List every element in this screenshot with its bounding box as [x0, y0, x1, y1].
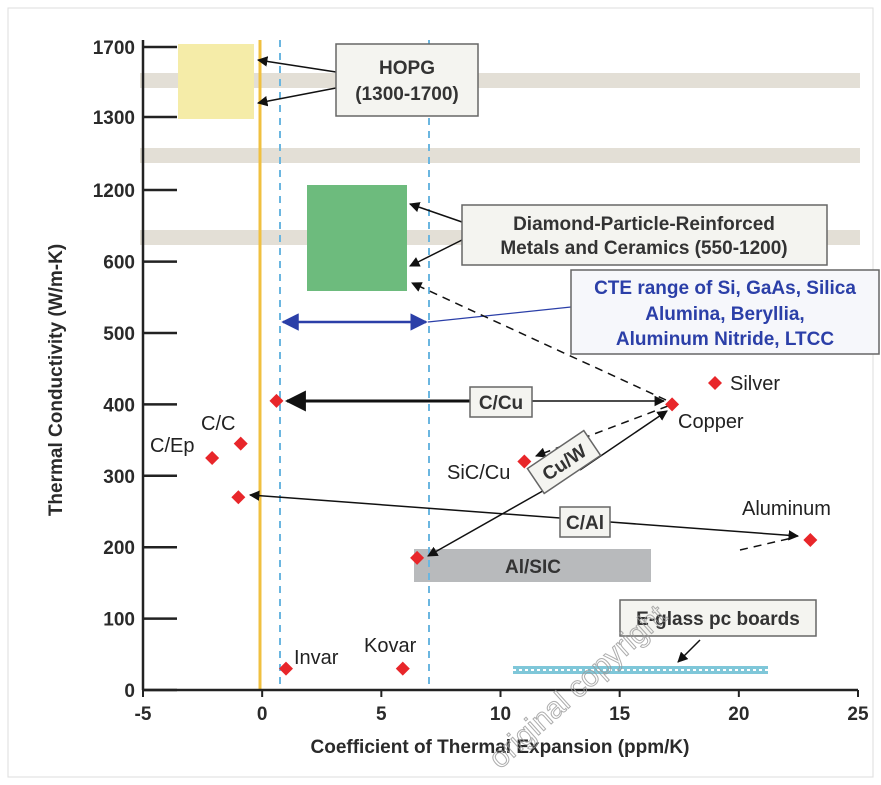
chart-frame — [7, 7, 874, 778]
diamond-label-box — [461, 204, 828, 266]
cte-callout-line — [427, 306, 572, 323]
hopg-arrow-bottom — [256, 87, 337, 107]
y-tick-label: 1700 — [93, 38, 135, 59]
data-point-marker — [269, 393, 284, 408]
y-ticks: 0 100 200 300 400 500 600 1200 1300 1700 — [93, 38, 177, 702]
data-point-marker — [279, 661, 293, 676]
x-tick-label: 25 — [847, 704, 869, 725]
y-tick-label: 500 — [103, 324, 135, 345]
cte-label-line2: Alumina, Beryllia, — [645, 304, 804, 325]
invar-label: Invar — [294, 647, 339, 669]
diamond-arrow-bottom — [409, 239, 463, 267]
cte-label-box — [570, 269, 880, 355]
al-sic-label: Al/SIC — [505, 557, 561, 578]
hopg-label: HOPG — [379, 58, 435, 79]
data-point-marker — [517, 454, 532, 469]
data-points — [205, 375, 818, 676]
cte-label-line1: CTE range of Si, GaAs, Silica — [594, 278, 856, 299]
c-c-label: C/C — [201, 413, 235, 435]
y-tick-label: 1300 — [93, 108, 135, 129]
diamond-label-line2: Metals and Ceramics (550-1200) — [500, 238, 787, 259]
aluminum-dashed-line — [739, 537, 793, 551]
data-point-marker — [233, 436, 248, 451]
aluminum-label: Aluminum — [742, 498, 831, 520]
x-tick-label: -5 — [135, 704, 152, 725]
axis-break-band — [140, 148, 860, 163]
cte-label-line3: Aluminum Nitride, LTCC — [616, 329, 834, 350]
e-glass-label-box — [619, 599, 817, 637]
data-point-marker — [205, 450, 220, 465]
c-al-arrow-left — [248, 490, 561, 519]
c-al-arrow-right — [609, 521, 800, 541]
axis-break-band — [140, 73, 860, 88]
c-ep-label: C/Ep — [150, 435, 194, 457]
x-tick-label: 10 — [490, 704, 511, 725]
data-point-marker — [665, 397, 680, 412]
hopg-range-label: (1300-1700) — [355, 84, 459, 105]
region-al-sic — [414, 549, 651, 582]
c-al-label: C/Al — [566, 513, 604, 534]
kovar-label: Kovar — [364, 635, 417, 657]
data-point-marker — [803, 533, 818, 548]
hopg-arrow-top — [256, 56, 337, 73]
e-glass-arrow — [677, 639, 701, 663]
c-cu-label: C/Cu — [479, 393, 523, 414]
sic-cu-label: SiC/Cu — [447, 462, 510, 484]
region-diamond — [307, 185, 407, 291]
x-tick-label: 15 — [609, 704, 631, 725]
y-tick-label: 100 — [103, 610, 135, 631]
diamond-arrow-top — [409, 202, 463, 223]
hopg-label-box — [335, 43, 479, 117]
x-tick-label: 0 — [257, 704, 268, 725]
c-cu-label-box — [469, 386, 533, 418]
silver-label: Silver — [730, 373, 780, 395]
y-axis-title: Thermal Conductivity (W/m-K) — [46, 244, 67, 516]
data-point-marker — [231, 490, 246, 505]
y-tick-label: 300 — [103, 467, 135, 488]
copper-to-diamond-dashed-arrow — [411, 282, 667, 401]
y-tick-label: 600 — [103, 253, 135, 274]
y-tick-label: 400 — [103, 395, 135, 416]
x-tick-label: 20 — [728, 704, 749, 725]
c-al-label-box — [559, 506, 611, 538]
region-hopg — [178, 44, 254, 119]
e-glass-label: E-glass pc boards — [636, 609, 800, 630]
y-tick-label: 200 — [103, 538, 135, 559]
diamond-label-line1: Diamond-Particle-Reinforced — [513, 214, 775, 235]
x-ticks: -5 0 5 10 15 20 25 — [135, 690, 869, 725]
data-point-marker — [410, 550, 425, 565]
cu-w-arrow-down — [427, 487, 549, 557]
x-tick-label: 5 — [376, 704, 387, 725]
y-tick-label: 0 — [124, 681, 135, 702]
cu-w-label-box — [526, 429, 602, 495]
y-tick-label: 1200 — [93, 181, 135, 202]
data-point-marker — [708, 375, 722, 390]
data-point-marker — [395, 661, 410, 676]
copper-label: Copper — [678, 411, 744, 433]
x-axis-title: Coefficient of Thermal Expansion (ppm/K) — [311, 737, 690, 758]
